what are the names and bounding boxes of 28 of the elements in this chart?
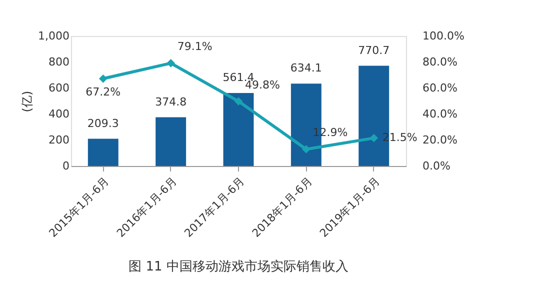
y-tick-label: 0 [62,160,70,172]
point [98,74,108,83]
bar [156,117,186,166]
y2-tick-label: 80.0% [422,56,458,68]
y-tick-label: 200 [48,134,70,146]
bar [223,93,254,166]
y-axis-title: (亿) [20,90,34,112]
data-label: 770.7 [358,44,390,57]
data-label: 209.3 [87,116,119,130]
y-tick-label: 600 [48,82,70,94]
y-tick-label: 800 [48,56,70,68]
data-label: 79.1% [177,40,212,54]
point [370,134,378,142]
bar [88,138,118,166]
data-label: 634.1 [290,62,322,75]
text: 图 11 中国移动游戏市场实际销售收入 [128,260,348,275]
y-tick-label: 1,000 [38,30,70,42]
point [302,145,310,154]
y-tick-label: 400 [48,108,70,120]
data-label: 67.2% [86,86,121,99]
y2-tick-label: 60.0% [422,82,458,94]
point [234,97,243,106]
data-label: 374.8 [155,95,187,108]
y2-tick-label: 20.0% [422,134,458,146]
y2-tick-label: 40.0% [422,108,458,120]
y2-tick-label: 0.0% [422,160,450,172]
y2-tick-label: 100.0% [422,30,464,42]
point [166,58,176,68]
